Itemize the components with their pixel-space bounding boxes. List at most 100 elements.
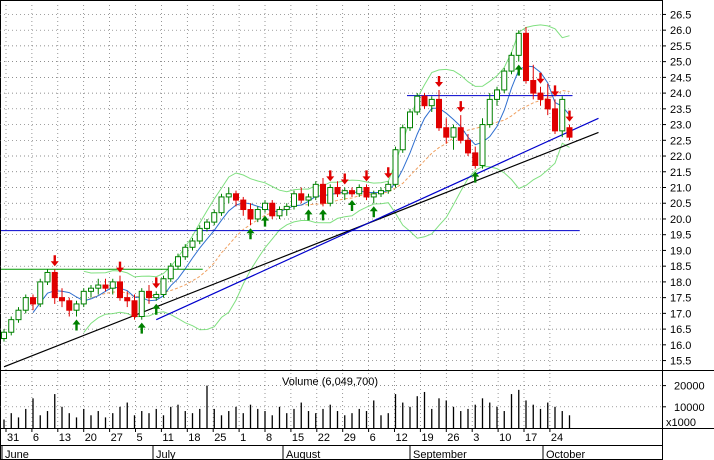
price-tick-label: 18.0	[670, 277, 691, 289]
candle-body	[95, 284, 102, 289]
candle-body	[356, 187, 363, 195]
candle-body	[472, 152, 479, 166]
candle-body	[283, 205, 290, 211]
candle-body	[153, 293, 160, 299]
date-tick-label: 12	[396, 432, 408, 444]
candle-body	[189, 240, 196, 248]
price-tick-label: 23.5	[670, 104, 691, 116]
candle-body	[59, 297, 65, 302]
candle-body	[544, 98, 551, 110]
candle-body	[407, 111, 413, 129]
date-tick-label: 17	[525, 432, 537, 444]
candle-body	[508, 54, 515, 72]
price-tick-label: 16.0	[670, 340, 691, 352]
price-tick-label: 18.5	[670, 261, 691, 273]
date-tick-label: 6	[33, 432, 39, 444]
buy-arrow	[261, 215, 269, 227]
candle-body	[399, 127, 406, 151]
candle-body	[501, 70, 508, 91]
candle-body	[320, 183, 326, 204]
candle-body	[22, 297, 29, 311]
volume-tick-label: 10000	[674, 402, 705, 414]
sell-arrow	[565, 110, 574, 122]
sell-arrow	[340, 173, 349, 185]
candle-body	[537, 92, 544, 100]
price-tick-label: 19.0	[670, 245, 691, 257]
price-tick-label: 25.0	[670, 57, 691, 69]
price-tick-label: 24.5	[670, 72, 691, 84]
price-tick-label: 26.5	[670, 9, 691, 21]
candle-body	[363, 187, 370, 198]
candle-body	[175, 256, 181, 267]
buy-arrow	[152, 303, 161, 315]
buy-arrow	[348, 199, 356, 211]
buy-arrow	[319, 209, 327, 221]
price-tick-label: 22.0	[670, 151, 691, 163]
candle-body	[370, 193, 377, 198]
candle-body	[276, 209, 283, 217]
candle-body	[327, 187, 334, 204]
buy-arrow	[137, 322, 146, 334]
candle-body	[117, 281, 123, 299]
date-tick-label: 8	[266, 432, 272, 444]
candle-body	[225, 193, 232, 198]
date-tick-label: 11	[162, 432, 173, 444]
candle-body	[233, 193, 239, 201]
buy-arrow	[246, 228, 255, 240]
price-tick-label: 25.5	[670, 41, 691, 53]
price-tick-label: 22.5	[670, 135, 691, 147]
candle-body	[515, 32, 522, 56]
candle-body	[240, 199, 247, 211]
candle-body	[196, 227, 203, 242]
candle-body	[1, 331, 7, 340]
candle-body	[298, 193, 305, 201]
sell-arrow	[152, 277, 161, 289]
candle-body	[211, 212, 218, 223]
candle-body	[436, 98, 442, 129]
date-tick-label: 18	[188, 432, 200, 444]
sell-arrow	[116, 261, 124, 273]
candle-body	[262, 202, 268, 211]
price-tick-label: 17.0	[670, 308, 691, 320]
price-tick-label: 20.0	[670, 214, 691, 226]
candle-body	[131, 300, 138, 318]
candle-body	[218, 196, 225, 214]
price-tick-label: 21.0	[670, 183, 691, 195]
volume-title: Volume (6,049,700)	[282, 376, 378, 388]
price-tick-label: 21.5	[670, 167, 691, 179]
axes: Volume (6,049,700) 31 6 13 20 27 5 11 18 25 1 8 15 2…	[1, 9, 705, 460]
candle-body	[37, 281, 44, 305]
buy-arrow	[72, 319, 81, 331]
price-tick-label: 20.5	[670, 198, 691, 210]
price-tick-label: 17.5	[670, 293, 691, 305]
candle-body	[479, 124, 486, 166]
candle-body	[269, 202, 276, 217]
candle-body	[102, 284, 109, 289]
price-tick-label: 19.5	[670, 230, 691, 242]
candle-body	[552, 108, 558, 132]
date-tick-label: 13	[59, 432, 71, 444]
date-tick-label: 15	[292, 432, 304, 444]
sell-arrow	[384, 167, 393, 179]
date-tick-label: 10	[499, 432, 511, 444]
sell-arrow	[435, 75, 443, 87]
bollinger-upper-line	[83, 24, 570, 278]
candle-body	[385, 183, 392, 192]
date-tick-label: 20	[85, 432, 97, 444]
candle-body	[247, 209, 254, 220]
date-tick-label: 25	[214, 432, 226, 444]
date-tick-label: 3	[473, 432, 479, 444]
month-label: August	[286, 449, 320, 460]
moving-average-long-line	[83, 89, 570, 303]
date-tick-label: 26	[447, 432, 459, 444]
candle-body	[88, 287, 94, 292]
sell-arrow	[326, 170, 335, 182]
price-tick-label: 23.0	[670, 120, 691, 132]
sell-arrow	[50, 255, 59, 267]
candle-body	[566, 127, 573, 138]
candle-body	[8, 319, 15, 333]
candle-body	[305, 196, 312, 201]
candle-body	[146, 290, 152, 299]
trendline-support-blue	[156, 117, 599, 321]
